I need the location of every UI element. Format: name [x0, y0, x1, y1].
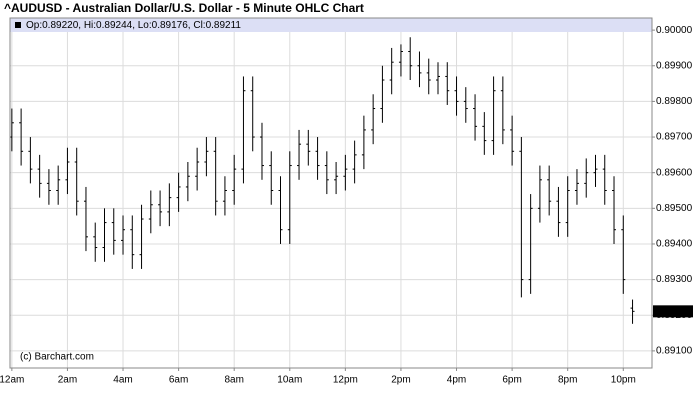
x-tick-label: 8pm — [558, 375, 577, 386]
legend-band — [10, 18, 652, 32]
x-tick-label: 12am — [0, 375, 24, 386]
y-tick-label: 0.89600 — [656, 167, 693, 178]
bars — [9, 37, 635, 324]
legend-swatch — [15, 22, 21, 28]
y-tick-label: 0.89300 — [656, 274, 693, 285]
x-tick-label: 8am — [224, 375, 243, 386]
x-tick-label: 6pm — [502, 375, 521, 386]
y-tick-label: 0.89800 — [656, 96, 693, 107]
x-tick-label: 2pm — [391, 375, 410, 386]
y-tick-label: 0.89100 — [656, 346, 693, 357]
y-tick-label: 0.89500 — [656, 203, 693, 214]
x-tick-label: 4am — [113, 375, 132, 386]
x-tick-label: 2am — [58, 375, 77, 386]
x-tick-label: 10am — [277, 375, 302, 386]
plot-frame — [9, 17, 653, 369]
y-tick-label: 0.90000 — [656, 25, 693, 36]
x-tick-label: 4pm — [447, 375, 466, 386]
credit: (c) Barchart.com — [20, 352, 94, 363]
last-price-box — [653, 305, 693, 318]
y-tick-label: 0.89900 — [656, 60, 693, 71]
chart-title: ^AUDUSD - Australian Dollar/U.S. Dollar … — [4, 1, 364, 15]
x-tick-label: 6am — [169, 375, 188, 386]
x-tick-label: 12pm — [333, 375, 358, 386]
axes: 0.891000.892000.893000.894000.895000.896… — [0, 25, 693, 386]
y-tick-label: 0.89700 — [656, 132, 693, 143]
last-price-label: 0.89211 — [655, 306, 691, 317]
x-tick-label: 10pm — [611, 375, 636, 386]
legend-text: Op:0.89220, Hi:0.89244, Lo:0.89176, Cl:0… — [26, 20, 241, 31]
y-tick-label: 0.89400 — [656, 239, 693, 250]
